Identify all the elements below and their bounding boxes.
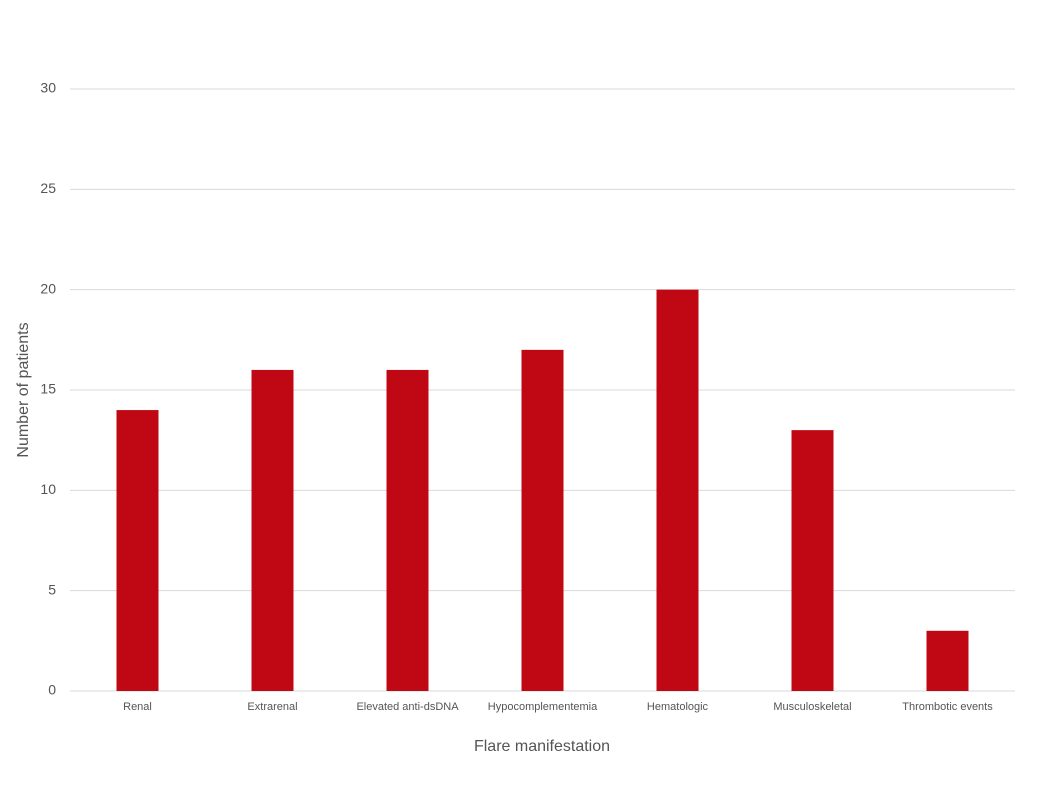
- y-tick-label: 10: [40, 481, 56, 497]
- bar: [116, 410, 159, 691]
- y-tick-label: 0: [48, 682, 56, 698]
- x-tick-label: Renal: [123, 701, 152, 713]
- x-axis-label: Flare manifestation: [474, 738, 610, 755]
- y-tick-label: 25: [40, 180, 56, 196]
- bar: [251, 369, 294, 691]
- bar: [521, 349, 564, 691]
- x-tick-label: Hematologic: [647, 701, 709, 713]
- bar: [791, 430, 834, 691]
- y-tick-label: 5: [48, 581, 56, 597]
- x-tick-label: Hypocomplementemia: [488, 701, 598, 713]
- y-tick-label: 15: [40, 381, 56, 397]
- bar: [386, 369, 429, 691]
- y-tick-label: 30: [40, 80, 56, 96]
- x-tick-label: Elevated anti-dsDNA: [356, 701, 459, 713]
- y-tick-label: 20: [40, 280, 56, 296]
- x-tick-label: Extrarenal: [247, 701, 297, 713]
- x-tick-label: Thrombotic events: [902, 701, 993, 713]
- bar: [926, 630, 969, 691]
- y-axis-label: Number of patients: [15, 322, 32, 457]
- x-tick-label: Musculoskeletal: [773, 701, 851, 713]
- bar: [656, 289, 699, 691]
